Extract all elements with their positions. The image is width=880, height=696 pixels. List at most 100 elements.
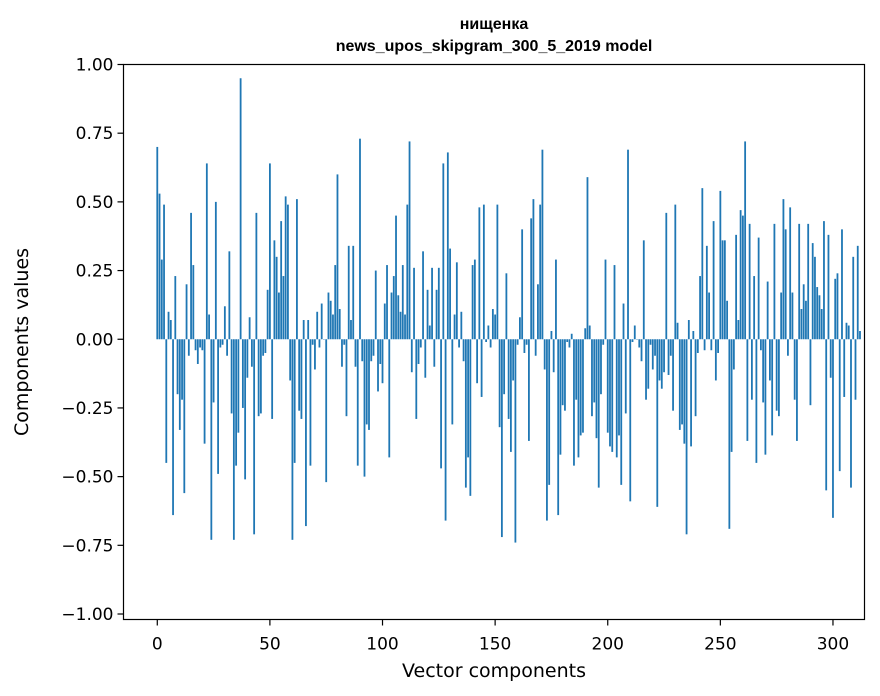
bar-156: [507, 339, 510, 419]
bar-92: [363, 339, 366, 477]
y-tick-label-1: 0.75: [76, 124, 114, 144]
bar-211: [631, 339, 634, 342]
bar-113: [410, 339, 413, 373]
x-tick-label-6: 300: [817, 635, 849, 655]
bar-293: [816, 287, 819, 340]
bar-186: [575, 339, 578, 400]
bar-207: [622, 303, 625, 340]
bar-308: [850, 339, 852, 488]
bar-162: [521, 229, 524, 340]
bar-222: [656, 339, 659, 507]
bar-2: [160, 259, 163, 340]
bar-279: [784, 229, 787, 340]
bar-114: [413, 267, 415, 340]
bar-227: [667, 339, 670, 375]
bar-206: [620, 339, 623, 485]
bar-6: [169, 320, 172, 340]
bar-262: [746, 339, 749, 441]
bar-120: [426, 289, 429, 340]
bar-282: [791, 292, 794, 340]
bar-5: [167, 311, 170, 340]
y-tick-label-4: 0.00: [76, 330, 114, 350]
bar-4: [165, 339, 168, 463]
bar-73: [320, 303, 323, 340]
bar-181: [564, 339, 566, 411]
bar-71: [316, 311, 319, 340]
bar-284: [796, 339, 798, 441]
bar-182: [566, 339, 569, 342]
bar-123: [433, 339, 436, 367]
bar-51: [271, 339, 274, 419]
bar-130: [449, 248, 451, 340]
bar-25: [212, 339, 215, 403]
bar-269: [762, 339, 765, 403]
bar-33: [230, 339, 233, 414]
bar-277: [780, 292, 783, 340]
bar-100: [381, 339, 384, 384]
x-axis: 0 50 100 150 200 250 300: [152, 619, 849, 655]
bar-32: [228, 251, 231, 340]
bar-234: [683, 339, 686, 444]
bar-252: [723, 240, 726, 340]
bar-24: [210, 339, 213, 540]
bar-166: [530, 218, 533, 340]
bar-303: [838, 339, 841, 472]
bar-244: [705, 245, 708, 340]
bar-245: [708, 292, 710, 340]
bar-18: [196, 339, 199, 364]
bar-287: [802, 284, 805, 340]
bar-288: [805, 300, 807, 340]
bar-12: [183, 339, 186, 494]
bar-258: [737, 320, 740, 340]
bar-249: [717, 339, 719, 353]
bar-67: [307, 320, 310, 340]
bar-296: [823, 221, 825, 340]
y-axis: 1.00 0.75 0.50 0.25 0.00 −0.25 −0.50 −0.75 −1.00: [61, 56, 124, 625]
bar-286: [800, 309, 803, 340]
bar-195: [595, 339, 598, 439]
bar-85: [347, 245, 350, 340]
bar-272: [769, 339, 771, 381]
bar-94: [368, 339, 370, 430]
bar-9: [176, 339, 179, 395]
bar-144: [480, 339, 483, 397]
bar-147: [487, 325, 490, 340]
bar-180: [561, 339, 564, 406]
chart-title-line-2: news_upos_skipgram_300_5_2019 model: [336, 38, 653, 55]
bar-35: [235, 339, 238, 466]
bar-99: [379, 339, 382, 364]
bar-129: [446, 152, 449, 340]
bar-135: [460, 311, 463, 340]
bar-42: [250, 339, 253, 367]
bar-22: [205, 163, 208, 340]
bar-208: [624, 339, 627, 414]
bar-194: [593, 339, 596, 403]
bar-139: [469, 339, 472, 496]
bar-116: [417, 339, 420, 364]
bar-214: [638, 339, 641, 348]
bar-239: [694, 339, 697, 417]
bar-280: [787, 339, 789, 356]
bar-253: [726, 300, 729, 340]
bar-10: [178, 339, 181, 430]
bar-128: [444, 339, 447, 521]
bar-81: [338, 309, 341, 340]
bar-302: [836, 273, 839, 340]
bar-223: [658, 339, 661, 381]
bar-40: [246, 339, 249, 378]
bar-295: [820, 309, 823, 340]
bar-218: [647, 339, 650, 389]
bar-127: [442, 163, 445, 340]
y-tick-label-3: 0.25: [76, 262, 114, 282]
bar-215: [640, 339, 643, 362]
bar-256: [732, 339, 735, 370]
bar-271: [766, 281, 769, 340]
bar-15: [190, 212, 192, 340]
bar-307: [847, 325, 850, 340]
bar-312: [859, 331, 861, 340]
bar-306: [845, 322, 848, 340]
y-tick-label-7: −0.75: [61, 536, 113, 556]
bar-11: [181, 339, 183, 400]
bar-158: [512, 339, 515, 381]
